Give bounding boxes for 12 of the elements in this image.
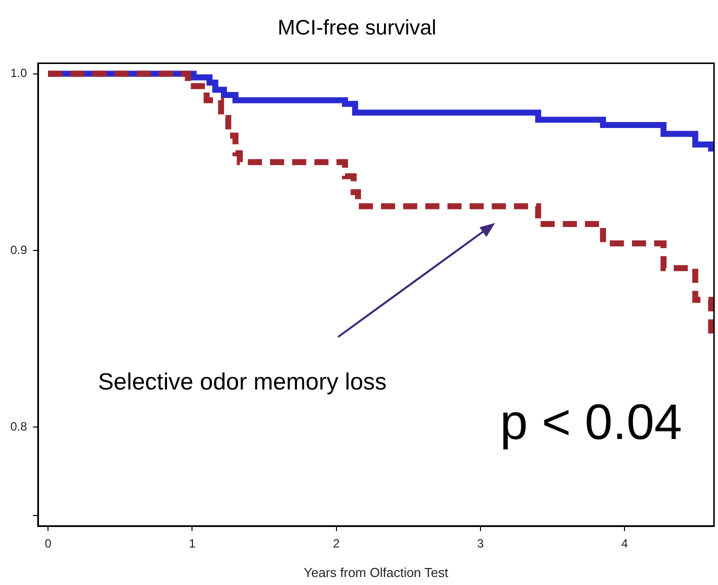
x-tick-label: 3 (477, 536, 484, 551)
x-tick-label: 2 (333, 536, 340, 551)
annotation: p < 0.04 (500, 394, 682, 450)
x-axis-title: Years from Olfaction Test (304, 564, 449, 580)
x-tick-label: 1 (188, 536, 196, 551)
y-tick-label: 1.0 (10, 66, 28, 80)
annotation: Selective odor memory loss (98, 368, 387, 394)
x-tick-label: 4 (621, 536, 628, 551)
x-tick-label: 0 (44, 536, 52, 551)
chart-title: MCI-free survival (278, 16, 436, 40)
y-tick-label: 0.9 (10, 242, 28, 257)
y-tick-label: 0.8 (10, 419, 28, 434)
